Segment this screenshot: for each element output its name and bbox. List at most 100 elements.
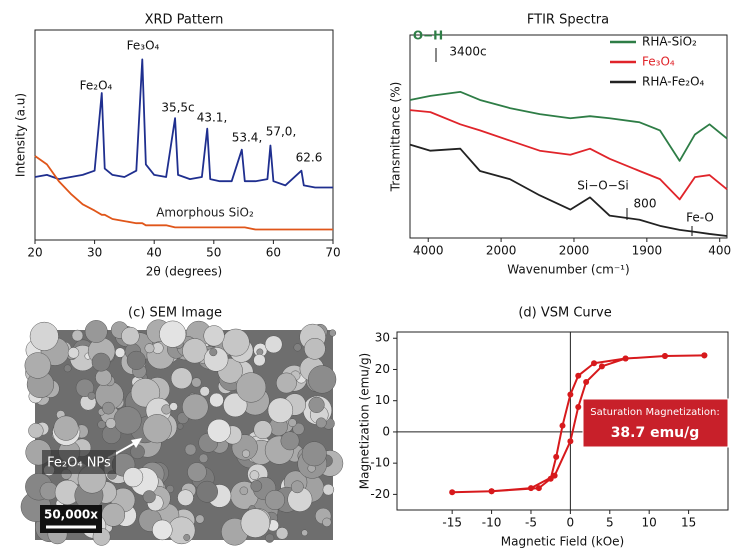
annotation: 43.1, xyxy=(197,111,228,125)
sem-particle xyxy=(307,365,337,394)
annotation: 35,5c xyxy=(161,101,194,115)
sem-particle xyxy=(24,352,51,379)
sem-particle xyxy=(53,415,79,441)
data-point xyxy=(575,403,582,410)
sem-particle xyxy=(184,443,197,456)
y-tick-label: -20 xyxy=(370,487,390,501)
y-axis-label: Magnetization (emu/g) xyxy=(358,353,372,490)
x-tick-label: 50 xyxy=(206,246,221,260)
x-tick-label: 0 xyxy=(567,516,575,530)
x-tick-label: 70 xyxy=(325,246,340,260)
y-tick-label: 10 xyxy=(375,393,390,407)
sem-particle xyxy=(301,441,327,467)
sem-particle xyxy=(308,396,325,413)
data-point xyxy=(583,378,590,385)
sem-arrowhead xyxy=(131,438,142,448)
series-line xyxy=(409,90,728,162)
x-tick-label: 30 xyxy=(87,246,102,260)
plot-frame xyxy=(34,29,334,241)
sem-title: (c) SEM Image xyxy=(128,306,222,321)
sem-particle xyxy=(253,353,266,367)
sem-particle xyxy=(152,519,173,541)
x-tick-label: 2000 xyxy=(559,244,590,258)
data-point xyxy=(488,488,495,495)
sem-particle xyxy=(239,486,249,496)
annotation: Fe₃O₄ xyxy=(127,39,160,53)
annotation: 62.6 xyxy=(296,151,323,165)
sem-particle xyxy=(253,420,273,440)
sem-particle xyxy=(241,449,251,458)
sem-particle xyxy=(114,347,126,358)
x-tick-label: 40 xyxy=(147,246,162,260)
sem-particle xyxy=(105,418,117,429)
sem-particle xyxy=(221,328,250,357)
sem-particle xyxy=(265,490,285,510)
sem-particle xyxy=(121,326,140,346)
x-tick-label: 5 xyxy=(606,516,614,530)
sem-particle xyxy=(84,320,108,343)
sem-particle xyxy=(207,418,231,443)
plot-frame xyxy=(409,34,728,239)
sem-particle xyxy=(126,350,146,370)
sem-particle xyxy=(196,480,218,503)
sem-particle xyxy=(293,343,302,352)
legend-label: Fe₃O₄ xyxy=(642,55,675,69)
annotation-box xyxy=(582,398,729,448)
sem-particle xyxy=(267,397,294,423)
sem-particle xyxy=(182,338,208,364)
data-point xyxy=(527,485,534,492)
sem-particle xyxy=(280,431,300,451)
sem-particle xyxy=(209,392,224,408)
scale-label: 50,000x xyxy=(44,508,98,522)
sem-particle xyxy=(91,352,111,372)
x-tick-label: 2000 xyxy=(486,244,517,258)
sem-particle xyxy=(142,490,156,504)
sem-particle xyxy=(170,367,193,390)
sem-particle xyxy=(142,414,172,444)
chart-title: XRD Pattern xyxy=(145,13,224,28)
sem-particle xyxy=(329,329,337,337)
sem-particle xyxy=(67,347,80,359)
sem-particle xyxy=(28,423,44,439)
y-tick-label: 20 xyxy=(375,362,390,376)
sem-particle xyxy=(304,338,326,360)
x-tick-label: 15 xyxy=(681,516,696,530)
annotation: Saturation Magnetization: xyxy=(590,407,720,418)
data-point xyxy=(551,472,558,479)
legend-label: RHA-Fe₂O₄ xyxy=(642,75,705,89)
sem-particle xyxy=(159,320,187,348)
sem-particle xyxy=(250,480,263,492)
sem-label: Fe₂O₄ NPs xyxy=(47,456,111,471)
annotation: Amorphous SiO₂ xyxy=(156,206,254,220)
sem-particle xyxy=(130,444,145,460)
x-tick-label: 1900 xyxy=(632,244,663,258)
annotation: 57,0, xyxy=(266,125,297,139)
sem-particle xyxy=(102,401,115,415)
annotation: 38.7 emu/g xyxy=(611,425,700,441)
sem-particle xyxy=(187,462,207,482)
data-point xyxy=(591,360,598,367)
annotation: O−H xyxy=(413,29,443,43)
x-axis-label: Magnetic Field (kOe) xyxy=(501,535,624,549)
data-point xyxy=(553,453,560,460)
data-point xyxy=(598,363,605,370)
chart-title: (d) VSM Curve xyxy=(518,306,611,321)
sem-particle xyxy=(322,483,335,496)
sem-particle xyxy=(144,343,155,354)
x-tick-label: -10 xyxy=(482,516,502,530)
sem-particle xyxy=(75,378,94,397)
sem-particle xyxy=(322,517,332,527)
x-axis-label: Wavenumber (cm⁻¹) xyxy=(507,263,629,277)
x-tick-label: -5 xyxy=(525,516,537,530)
data-point xyxy=(535,485,542,492)
y-tick-label: 0 xyxy=(382,424,390,438)
sem-particle xyxy=(198,453,209,463)
sem-particle xyxy=(71,329,84,342)
sem-particle xyxy=(292,422,305,435)
sem-particle xyxy=(182,393,209,421)
sem-particle xyxy=(301,529,308,537)
x-tick-label: 4000 xyxy=(413,244,444,258)
sem-particle xyxy=(315,417,327,429)
y-axis-label: Intensity (a.u) xyxy=(14,93,28,177)
sem-particle xyxy=(276,372,297,394)
